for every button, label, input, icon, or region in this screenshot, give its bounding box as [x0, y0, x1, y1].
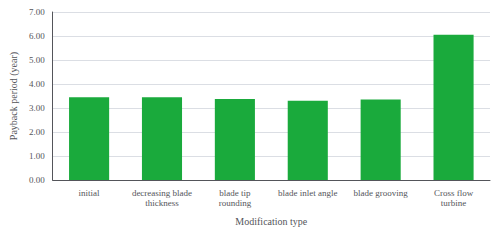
- svg-text:3.00: 3.00: [29, 103, 45, 113]
- svg-text:Modification type: Modification type: [235, 216, 307, 227]
- svg-text:0.00: 0.00: [29, 175, 45, 185]
- svg-text:6.00: 6.00: [29, 31, 45, 41]
- svg-text:1.00: 1.00: [29, 151, 45, 161]
- svg-text:turbine: turbine: [441, 198, 467, 208]
- svg-text:Payback period (year): Payback period (year): [8, 52, 20, 140]
- svg-text:5.00: 5.00: [29, 55, 45, 65]
- svg-text:thickness: thickness: [145, 198, 179, 208]
- svg-text:blade tip: blade tip: [219, 188, 251, 198]
- svg-text:blade inlet angle: blade inlet angle: [278, 188, 337, 198]
- svg-text:decreasing blade: decreasing blade: [132, 188, 192, 198]
- svg-text:initial: initial: [79, 188, 100, 198]
- svg-text:4.00: 4.00: [29, 79, 45, 89]
- svg-text:rounding: rounding: [219, 198, 252, 208]
- svg-text:7.00: 7.00: [29, 7, 45, 17]
- svg-text:Cross flow: Cross flow: [434, 188, 474, 198]
- svg-text:2.00: 2.00: [29, 127, 45, 137]
- svg-text:blade grooving: blade grooving: [354, 188, 409, 198]
